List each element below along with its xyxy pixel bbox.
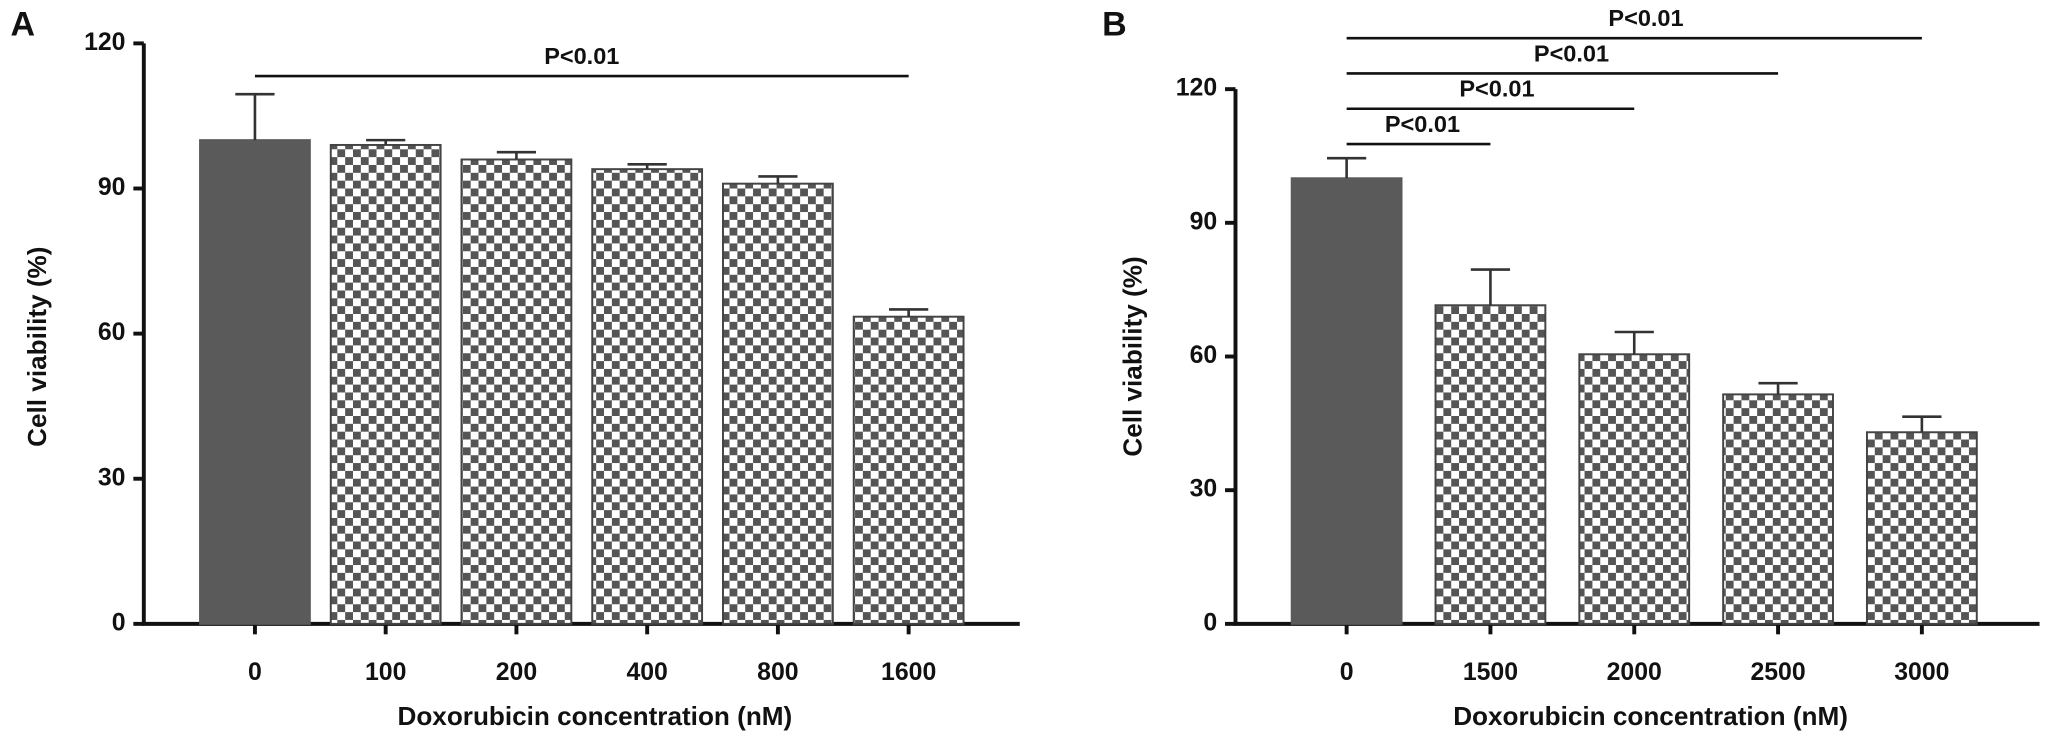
y-tick-label: 60 xyxy=(98,319,126,346)
x-tick-label: 1500 xyxy=(1463,659,1518,686)
x-tick-label: 800 xyxy=(757,659,798,686)
y-tick-label: 120 xyxy=(1176,75,1217,102)
bar xyxy=(199,139,311,625)
bar xyxy=(1290,177,1403,625)
x-tick-label: 200 xyxy=(496,659,537,686)
bar xyxy=(852,315,965,625)
bar xyxy=(591,168,704,625)
y-axis-label: Cell viability (%) xyxy=(1118,256,1148,456)
significance-label: P<0.01 xyxy=(1459,76,1534,102)
bar xyxy=(1578,353,1691,625)
panel-label: A xyxy=(10,5,35,43)
bar xyxy=(1434,304,1547,625)
x-axis-label: Doxorubicin concentration (nM) xyxy=(397,701,792,731)
panel-label: B xyxy=(1102,5,1127,43)
x-tick-label: 0 xyxy=(1340,659,1354,686)
x-tick-label: 3000 xyxy=(1894,659,1949,686)
x-tick-label: 1600 xyxy=(881,659,936,686)
y-tick-label: 120 xyxy=(84,29,125,56)
x-axis-label: Doxorubicin concentration (nM) xyxy=(1453,701,1848,731)
bar xyxy=(1722,393,1834,625)
y-tick-label: 90 xyxy=(1190,208,1218,235)
bar xyxy=(722,182,834,625)
x-tick-label: 2500 xyxy=(1750,659,1805,686)
y-tick-label: 0 xyxy=(1203,609,1217,636)
bar xyxy=(1865,431,1978,625)
x-tick-label: 0 xyxy=(248,659,262,686)
y-tick-label: 30 xyxy=(1190,476,1218,503)
x-tick-label: 100 xyxy=(365,659,406,686)
y-tick-label: 90 xyxy=(98,174,126,201)
x-tick-label: 2000 xyxy=(1607,659,1662,686)
significance-label: P<0.01 xyxy=(1385,111,1460,137)
significance-label: P<0.01 xyxy=(1534,40,1609,66)
y-axis-label: Cell viability (%) xyxy=(22,247,52,447)
y-tick-label: 0 xyxy=(112,609,126,636)
significance-label: P<0.01 xyxy=(1608,5,1683,31)
significance-label: P<0.01 xyxy=(544,43,619,69)
y-tick-label: 30 xyxy=(98,464,126,491)
bar xyxy=(460,158,573,625)
y-tick-label: 60 xyxy=(1190,342,1218,369)
x-tick-label: 400 xyxy=(626,659,667,686)
bar xyxy=(329,143,442,625)
